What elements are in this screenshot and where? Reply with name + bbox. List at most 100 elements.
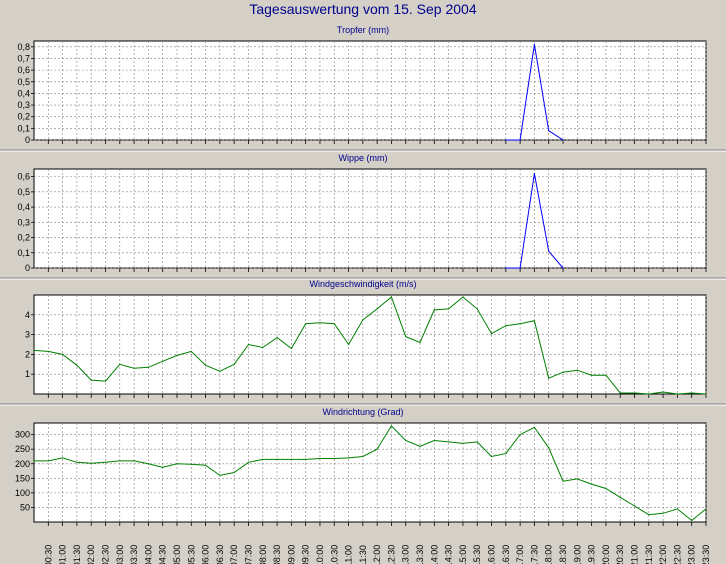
y-tick-label: 200 xyxy=(15,459,30,469)
x-tick-label: 16:00 xyxy=(487,545,497,564)
data-point xyxy=(333,323,335,325)
data-point xyxy=(662,391,664,393)
data-point xyxy=(519,434,521,436)
data-point xyxy=(448,308,450,310)
data-point xyxy=(147,366,149,368)
x-tick-label: 08:00 xyxy=(258,545,268,564)
data-point xyxy=(562,480,564,482)
data-point xyxy=(648,393,650,395)
data-point xyxy=(448,441,450,443)
data-point xyxy=(276,458,278,460)
data-point xyxy=(533,426,536,428)
x-tick-label: 18:30 xyxy=(558,545,568,564)
data-point xyxy=(562,371,564,373)
data-point xyxy=(433,309,435,311)
data-point xyxy=(419,445,421,447)
x-tick-label: 23:00 xyxy=(687,545,697,564)
x-tick-label: 04:30 xyxy=(158,545,168,564)
x-tick-label: 12:30 xyxy=(386,545,396,564)
x-tick-label: 04:00 xyxy=(143,545,153,564)
chart-panel-2: Wippe (mm) 0 0,1 0,2 0,3 0,4 0,5 0,6 xyxy=(0,153,726,280)
data-point xyxy=(347,457,350,459)
data-point xyxy=(219,370,221,372)
data-point xyxy=(61,457,64,459)
data-point xyxy=(104,461,107,463)
data-point xyxy=(433,439,435,442)
data-point xyxy=(633,505,636,507)
y-tick-label: 0,6 xyxy=(17,172,30,182)
data-point xyxy=(61,353,64,355)
data-point xyxy=(47,460,49,462)
data-point xyxy=(362,455,364,458)
data-point xyxy=(262,458,264,460)
data-point xyxy=(505,325,507,327)
x-tick-label: 18:00 xyxy=(544,545,554,564)
data-point xyxy=(390,296,393,298)
x-tick-label: 09:30 xyxy=(301,545,311,564)
data-point xyxy=(376,308,378,310)
data-point xyxy=(648,514,650,516)
panel-title: Wippe (mm) xyxy=(339,153,388,163)
data-point xyxy=(705,508,707,510)
x-tick-label: 23:30 xyxy=(701,545,711,564)
data-point xyxy=(405,335,407,338)
x-tick-label: 06:30 xyxy=(215,545,225,564)
data-point xyxy=(691,392,693,394)
x-tick-label: 15:30 xyxy=(472,545,482,564)
data-point xyxy=(476,441,478,443)
data-point xyxy=(591,374,593,376)
data-point xyxy=(519,139,521,141)
x-tick-label: 21:30 xyxy=(644,545,654,564)
data-point xyxy=(162,360,164,362)
data-point xyxy=(548,250,550,252)
x-tick-label: 22:30 xyxy=(672,545,682,564)
data-point xyxy=(462,442,464,444)
x-tick-label: 00:30 xyxy=(43,545,53,564)
x-tick-label: 09:00 xyxy=(286,545,296,564)
x-tick-label: 02:00 xyxy=(86,545,96,564)
x-tick-label: 20:00 xyxy=(601,545,611,564)
data-point xyxy=(219,474,221,477)
data-point xyxy=(133,367,135,369)
data-point xyxy=(247,343,250,346)
x-tick-label: 19:00 xyxy=(572,545,582,564)
x-tick-label: 19:30 xyxy=(587,545,597,564)
data-point xyxy=(104,380,107,382)
data-point xyxy=(533,43,536,46)
data-point xyxy=(347,343,350,346)
y-tick-label: 0,4 xyxy=(17,88,30,98)
data-point xyxy=(119,363,121,365)
chart-panel-3: Windgeschwindigkeit (m/s) 1 2 3 4 xyxy=(0,279,726,406)
data-point xyxy=(362,319,364,321)
y-tick-label: 0,7 xyxy=(17,53,30,63)
data-point xyxy=(619,496,621,498)
data-point xyxy=(548,377,550,379)
x-tick-label: 14:30 xyxy=(444,545,454,564)
data-point xyxy=(576,478,578,480)
y-tick-label: 0,5 xyxy=(17,77,30,87)
data-point xyxy=(519,267,521,269)
x-tick-label: 03:30 xyxy=(129,545,139,564)
data-point xyxy=(90,379,92,381)
data-point xyxy=(462,296,464,298)
data-point xyxy=(147,463,149,465)
y-tick-label: 2 xyxy=(25,349,30,359)
x-tick-label: 13:00 xyxy=(401,545,411,564)
panel-title: Windgeschwindigkeit (m/s) xyxy=(309,279,416,289)
data-point xyxy=(162,466,164,468)
y-tick-label: 0,6 xyxy=(17,65,30,75)
y-tick-label: 0,8 xyxy=(17,42,30,52)
data-point xyxy=(605,374,607,376)
y-tick-label: 0,2 xyxy=(17,112,30,122)
data-point xyxy=(33,349,35,352)
data-point xyxy=(591,483,593,485)
data-point xyxy=(490,333,493,335)
data-point xyxy=(476,308,478,310)
data-point xyxy=(319,457,321,460)
y-tick-label: 0,3 xyxy=(17,100,30,110)
data-point xyxy=(605,487,607,490)
x-tick-label: 01:30 xyxy=(72,545,82,564)
data-point xyxy=(119,460,121,462)
